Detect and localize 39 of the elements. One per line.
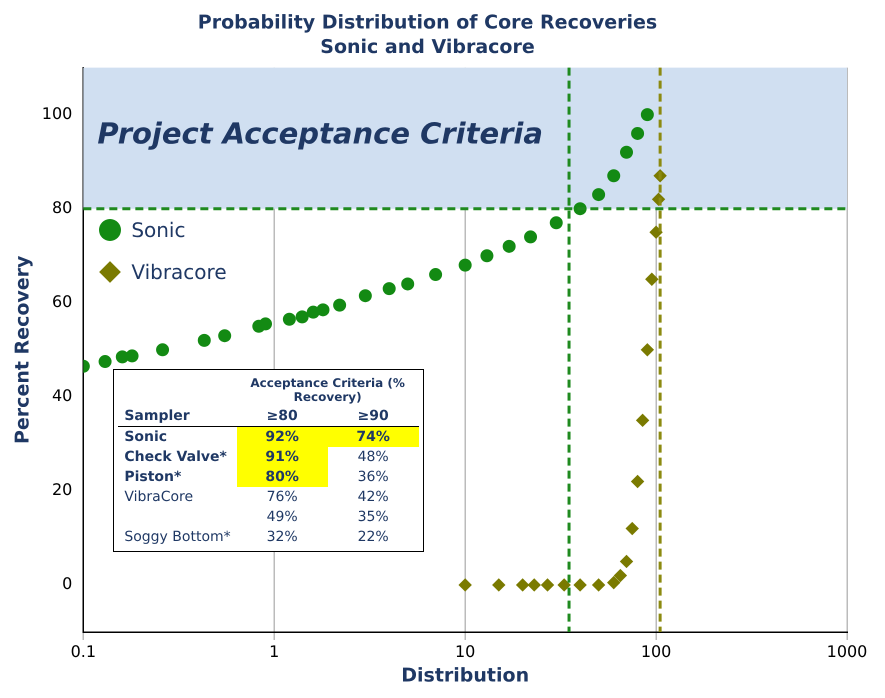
x-tick-label: 0.1 [70,642,96,661]
annotation: 42% [356,488,390,507]
y-tick-label: 60 [52,292,72,311]
annotation: Acceptance Criteria (% Recovery) [249,374,406,406]
annotation: Check Valve* [123,448,228,467]
chart-subtitle: Sonic and Vibracore [320,36,535,58]
y-tick-label: 80 [52,198,72,217]
annotation: 76% [266,488,299,507]
legend-label: Sonic [131,218,186,242]
annotation: Soggy Bottom* [123,528,232,547]
highlighted-cell: 74% [328,426,419,447]
highlighted-cell: 91% [236,446,328,467]
annotation: 35% [356,508,390,527]
x-tick-label: 100 [640,642,672,661]
highlighted-cell: 92% [236,426,328,447]
annotation: 48% [356,448,390,467]
annotation: 22% [356,528,390,547]
annotation: 36% [356,468,390,487]
y-tick-label: 40 [52,386,72,405]
annotation: ≥80 [266,406,299,426]
x-axis-title: Distribution [401,664,530,687]
y-tick-label: 100 [42,104,72,123]
highlighted-cell: 80% [236,466,328,487]
y-tick-label: 0 [62,574,72,594]
x-tick-label: 1 [269,642,280,661]
x-tick-label: 10 [454,642,476,661]
annotation: 32% [266,528,299,547]
annotation: VibraCore [123,488,194,507]
y-axis-title: Percent Recovery [11,254,34,444]
chart-title: Probability Distribution of Core Recoveries [198,11,658,34]
annotation: ≥90 [356,406,390,426]
annotation: 49% [266,508,299,527]
x-tick-label: 1000 [826,642,868,661]
y-tick-label: 20 [52,480,72,500]
legend-label: Vibracore [131,260,227,284]
annotation: Piston* [123,468,182,487]
annotation: Sonic [123,428,168,447]
band-label: Project Acceptance Criteria [97,116,543,151]
annotation: Sampler [123,406,191,426]
